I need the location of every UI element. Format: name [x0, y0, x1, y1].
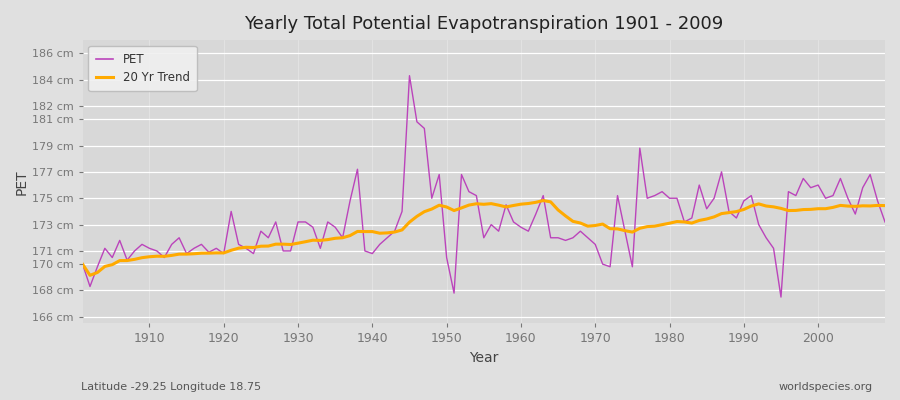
PET: [300, 220, 310, 224]
PET: [776, 295, 787, 300]
20 Yr Trend: [144, 254, 155, 259]
PET: [77, 262, 88, 266]
20 Yr Trend: [619, 228, 630, 233]
Text: worldspecies.org: worldspecies.org: [778, 382, 873, 392]
PET: [516, 225, 526, 230]
X-axis label: Year: Year: [469, 351, 499, 365]
Line: PET: PET: [83, 76, 885, 297]
20 Yr Trend: [308, 238, 319, 243]
Y-axis label: PET: PET: [15, 169, 29, 194]
20 Yr Trend: [85, 273, 95, 278]
PET: [612, 193, 623, 198]
PET: [879, 220, 890, 224]
Legend: PET, 20 Yr Trend: PET, 20 Yr Trend: [88, 46, 197, 91]
Title: Yearly Total Potential Evapotranspiration 1901 - 2009: Yearly Total Potential Evapotranspiratio…: [244, 15, 724, 33]
PET: [345, 198, 356, 203]
20 Yr Trend: [538, 198, 549, 203]
20 Yr Trend: [77, 262, 88, 266]
Line: 20 Yr Trend: 20 Yr Trend: [83, 200, 885, 275]
PET: [137, 242, 148, 247]
PET: [523, 229, 534, 234]
20 Yr Trend: [516, 202, 526, 206]
20 Yr Trend: [352, 229, 363, 234]
PET: [404, 73, 415, 78]
Text: Latitude -29.25 Longitude 18.75: Latitude -29.25 Longitude 18.75: [81, 382, 261, 392]
20 Yr Trend: [879, 203, 890, 208]
20 Yr Trend: [523, 201, 534, 206]
